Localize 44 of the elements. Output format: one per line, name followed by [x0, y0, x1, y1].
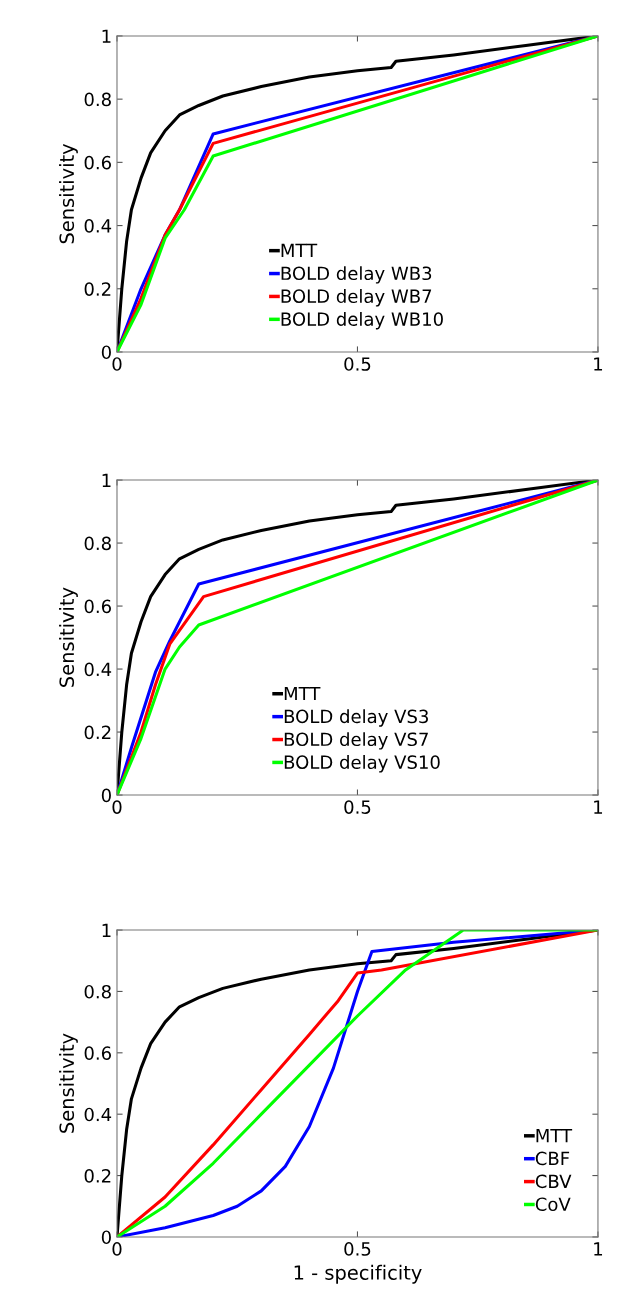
legend-label: CBF: [535, 1151, 570, 1166]
x-tick-label: 0.5: [344, 800, 371, 814]
x-tick-label: 0.5: [344, 357, 371, 371]
legend-label: BOLD delay WB3: [281, 266, 432, 284]
legend-label: MTT: [536, 1128, 573, 1143]
x-tick-label: 0: [112, 357, 122, 371]
y-tick-label: 0.4: [84, 1107, 112, 1122]
legend-label: MTT: [284, 686, 321, 701]
x-tick-label: 1: [594, 357, 603, 371]
legend-label: BOLD delay VS3: [284, 709, 428, 727]
x-tick-label: 0.5: [344, 1242, 371, 1256]
y-tick-label: 1: [102, 923, 111, 937]
y-tick-label: 0: [101, 345, 111, 360]
y-tick-label: 0.6: [84, 155, 111, 170]
legend-label: BOLD delay WB10: [281, 311, 443, 330]
y-axis-title: Sensitivity: [59, 587, 78, 687]
y-tick-label: 0.6: [84, 1046, 111, 1060]
y-axis-title: Sensitivity: [59, 143, 78, 244]
legend-label: BOLD delay VS7: [284, 732, 428, 750]
line-series: [116, 930, 598, 1237]
y-tick-label: 0: [101, 788, 111, 803]
y-tick-label: 1: [102, 29, 111, 43]
x-tick-label: 0: [112, 800, 122, 814]
legend-label: MTT: [281, 243, 318, 257]
x-tick-label: 1: [594, 800, 603, 814]
y-axis-title: Sensitivity: [59, 1033, 78, 1133]
x-tick-label: 1: [594, 1242, 603, 1256]
y-tick-label: 0.2: [84, 282, 111, 296]
legend-label: CBV: [535, 1174, 572, 1189]
y-tick-label: 0.8: [84, 536, 111, 551]
y-tick-label: 0.2: [84, 1169, 111, 1183]
y-tick-label: 0.8: [84, 92, 111, 107]
y-tick-label: 0.6: [84, 599, 111, 614]
legend-label: CoV: [535, 1197, 571, 1212]
y-tick-label: 0.4: [84, 219, 112, 233]
y-tick-label: 0.8: [84, 984, 111, 999]
legend-label: BOLD delay VS10: [284, 755, 440, 773]
y-tick-label: 0: [101, 1230, 111, 1245]
y-tick-label: 1: [102, 473, 111, 487]
y-tick-label: 0.2: [84, 725, 111, 740]
y-tick-label: 0.4: [84, 662, 112, 677]
x-axis-title: 1 - specificity: [294, 1264, 422, 1284]
legend-label: BOLD delay WB7: [281, 289, 432, 307]
x-tick-label: 0: [112, 1242, 122, 1256]
